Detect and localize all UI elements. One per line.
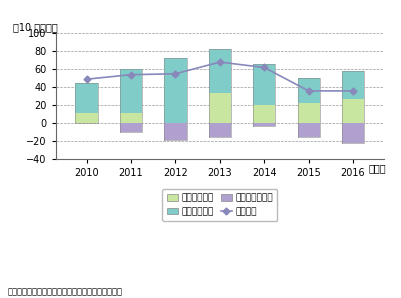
Bar — [208, 123, 230, 137]
Bar — [253, 123, 275, 126]
Bar — [164, 58, 186, 123]
Text: （年）: （年） — [368, 163, 385, 173]
Bar — [341, 99, 363, 123]
Bar — [119, 123, 142, 132]
Bar — [297, 123, 319, 137]
Bar — [341, 123, 363, 143]
Bar — [253, 64, 275, 105]
Bar — [341, 71, 363, 99]
Bar — [164, 123, 186, 139]
Bar — [119, 114, 142, 123]
Bar — [253, 105, 275, 123]
Bar — [75, 114, 97, 123]
Bar — [297, 103, 319, 123]
Legend: 直接投賄収支, 証券投賄収支, その他投賄収支, 金融収支: 直接投賄収支, 証券投賄収支, その他投賄収支, 金融収支 — [162, 189, 277, 221]
Bar — [119, 69, 142, 114]
Bar — [208, 93, 230, 123]
Bar — [208, 49, 230, 93]
Bar — [75, 83, 97, 114]
Text: （10 億ドル）: （10 億ドル） — [13, 22, 57, 32]
Bar — [297, 78, 319, 103]
Text: 資料：メキシコ銀行のデータから経済産業省作成。: 資料：メキシコ銀行のデータから経済産業省作成。 — [8, 288, 123, 297]
